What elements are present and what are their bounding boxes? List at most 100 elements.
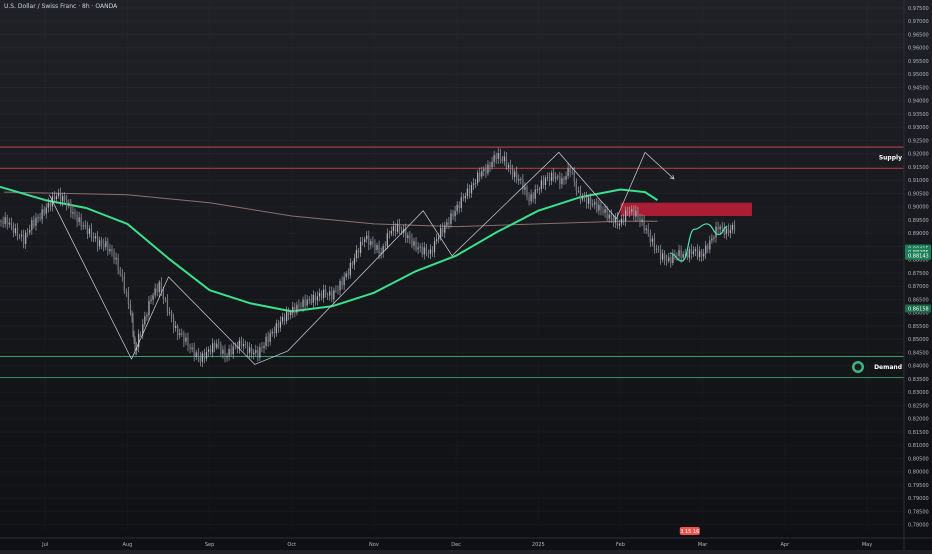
candle-body: [37, 217, 39, 218]
candle-body: [78, 217, 80, 222]
candle-body: [261, 347, 263, 348]
candle-body: [546, 177, 549, 178]
candle-body: [94, 236, 97, 239]
candle-body: [458, 204, 460, 208]
candle-body: [0, 221, 2, 222]
candle-body: [614, 217, 616, 223]
candle-body: [444, 225, 446, 233]
candle-body: [230, 348, 232, 355]
candle-body: [292, 307, 294, 313]
candle-body: [175, 326, 177, 328]
candle-body: [290, 312, 292, 316]
candle-body: [49, 202, 51, 207]
y-tick-label: 0.81500: [908, 430, 929, 436]
candle-body: [374, 244, 376, 250]
candle-body: [197, 352, 199, 358]
grid: [0, 0, 904, 530]
candle-body: [633, 208, 635, 217]
candle-body: [725, 228, 727, 235]
candle-body: [616, 217, 619, 226]
y-tick-label: 0.82000: [908, 417, 929, 423]
candle-body: [318, 293, 321, 297]
candle-body: [185, 337, 187, 342]
candle-body: [431, 249, 434, 253]
candle-body: [721, 226, 723, 228]
candle-body: [698, 251, 701, 258]
candle-body: [57, 193, 60, 197]
candle-body: [62, 196, 64, 202]
candle-body: [682, 253, 684, 258]
candle-body: [608, 214, 610, 219]
candle-body: [92, 236, 95, 239]
candle-body: [497, 153, 499, 159]
candle-body: [166, 298, 169, 313]
candle-body: [622, 218, 625, 222]
candle-body: [581, 196, 584, 200]
candle-body: [421, 246, 423, 255]
y-tick-label: 0.86000: [908, 311, 929, 317]
candle-body: [637, 210, 639, 218]
candle-body: [651, 238, 653, 242]
demand-marker-inner-icon: [854, 363, 862, 371]
candle-body: [588, 197, 590, 204]
candle-body: [524, 187, 526, 190]
candle-body: [220, 344, 222, 354]
candle-body: [604, 209, 606, 213]
y-tick-label: 0.92500: [908, 138, 929, 144]
levels: Supply Demand: [0, 146, 904, 379]
candle-body: [388, 233, 390, 235]
candle-body: [645, 228, 647, 231]
candle-body: [551, 172, 553, 181]
candle-body: [384, 246, 386, 247]
candle-body: [103, 243, 105, 248]
candle-body: [394, 226, 397, 232]
candle-body: [129, 304, 132, 314]
y-tick-label: 0.87000: [908, 284, 929, 290]
candle-body: [386, 233, 388, 247]
candle-body: [8, 222, 10, 225]
candle-body: [214, 343, 216, 348]
candle-body: [183, 333, 185, 342]
candle-body: [144, 316, 146, 325]
candle-body: [579, 190, 582, 200]
x-tick-label: Oct: [287, 542, 296, 548]
candle-body: [357, 250, 360, 254]
candle-body: [425, 247, 427, 254]
candle-body: [464, 196, 466, 199]
candle-body: [505, 156, 508, 168]
candle-body: [119, 270, 121, 275]
candle-body: [585, 197, 588, 204]
candle-body: [259, 347, 261, 358]
y-tick-label: 0.79500: [908, 483, 929, 489]
candle-body: [590, 197, 592, 206]
candle-body: [41, 209, 43, 220]
candle-body: [255, 350, 257, 353]
candle-body: [59, 193, 62, 202]
y-tick-label: 0.92000: [908, 152, 929, 158]
y-tick-label: 0.90000: [908, 205, 929, 211]
candle-body: [253, 352, 255, 355]
y-tick-label: 0.78000: [908, 523, 929, 529]
candle-body: [2, 221, 4, 225]
candle-body: [456, 204, 458, 212]
candle-body: [427, 253, 429, 254]
price-label-box: [905, 304, 931, 313]
candle-body: [629, 211, 631, 213]
candle-body: [249, 347, 251, 353]
candle-body: [55, 196, 58, 200]
candle-body: [113, 251, 115, 260]
candle-body: [641, 219, 643, 223]
candle-body: [74, 212, 76, 216]
candle-body: [18, 236, 21, 237]
candle-body: [401, 229, 403, 233]
candle-body: [380, 252, 382, 255]
candle-body: [96, 236, 99, 247]
x-axis: Jul Aug Sep Oct Nov Dec 2025 Feb Mar Apr May 3 15 1…: [0, 527, 932, 548]
candle-body: [620, 218, 623, 224]
candle-body: [68, 202, 70, 206]
x-tick-label: Feb: [616, 542, 625, 548]
candle-body: [653, 238, 655, 249]
candle-body: [382, 246, 384, 253]
